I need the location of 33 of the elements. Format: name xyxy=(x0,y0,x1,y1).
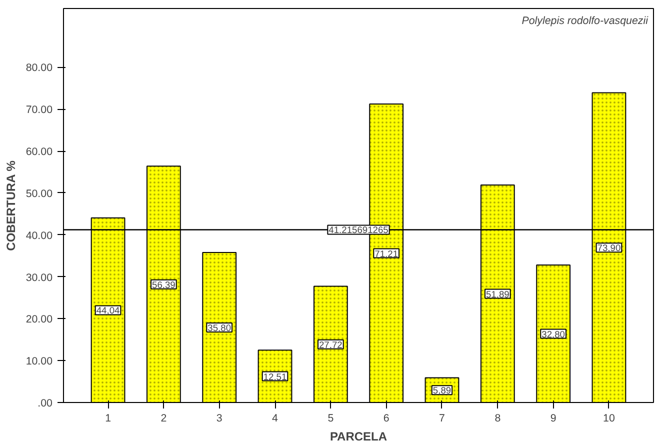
data-label: 5,89 xyxy=(432,386,452,396)
y-tick-label: 60.00 xyxy=(26,146,53,158)
ref-line-label: 41.215691265 xyxy=(328,225,388,236)
x-tick-label: 6 xyxy=(383,412,390,424)
data-label: 32,80 xyxy=(542,329,565,340)
x-tick-label: 9 xyxy=(550,412,556,424)
data-label: 27,72 xyxy=(319,340,342,350)
data-label: 35,80 xyxy=(208,322,232,333)
y-tick-label: 10.00 xyxy=(26,356,53,368)
y-tick-label: 40.00 xyxy=(26,230,53,242)
data-label: 71,21 xyxy=(374,248,398,259)
data-label: 56,39 xyxy=(152,280,176,290)
data-label: 44,04 xyxy=(96,306,120,316)
x-tick-label: 7 xyxy=(439,412,446,424)
y-tick-label: 20.00 xyxy=(26,314,53,326)
y-tick-label: .00 xyxy=(38,398,53,410)
y-axis-title: COBERTURA % xyxy=(4,160,18,251)
y-tick-label: 50.00 xyxy=(26,188,53,200)
x-tick-label: 1 xyxy=(105,412,112,424)
x-tick-label: 2 xyxy=(160,412,167,424)
x-tick-label: 10 xyxy=(603,412,615,424)
y-tick-label: 30.00 xyxy=(26,272,53,284)
data-label: 12,51 xyxy=(263,372,287,382)
x-tick-label: 4 xyxy=(272,412,278,424)
data-label: 51,89 xyxy=(486,289,510,300)
x-tick-label: 8 xyxy=(494,412,501,424)
x-tick-label: 3 xyxy=(216,412,222,424)
y-tick-label: 80.00 xyxy=(26,62,53,74)
data-label: 73,90 xyxy=(597,243,621,254)
y-tick-label: 70.00 xyxy=(26,104,53,116)
annotation: Polylepis rodolfo-vasquezii xyxy=(522,14,649,27)
x-axis-title: PARCELA xyxy=(330,430,388,444)
x-tick-label: 5 xyxy=(328,412,334,424)
